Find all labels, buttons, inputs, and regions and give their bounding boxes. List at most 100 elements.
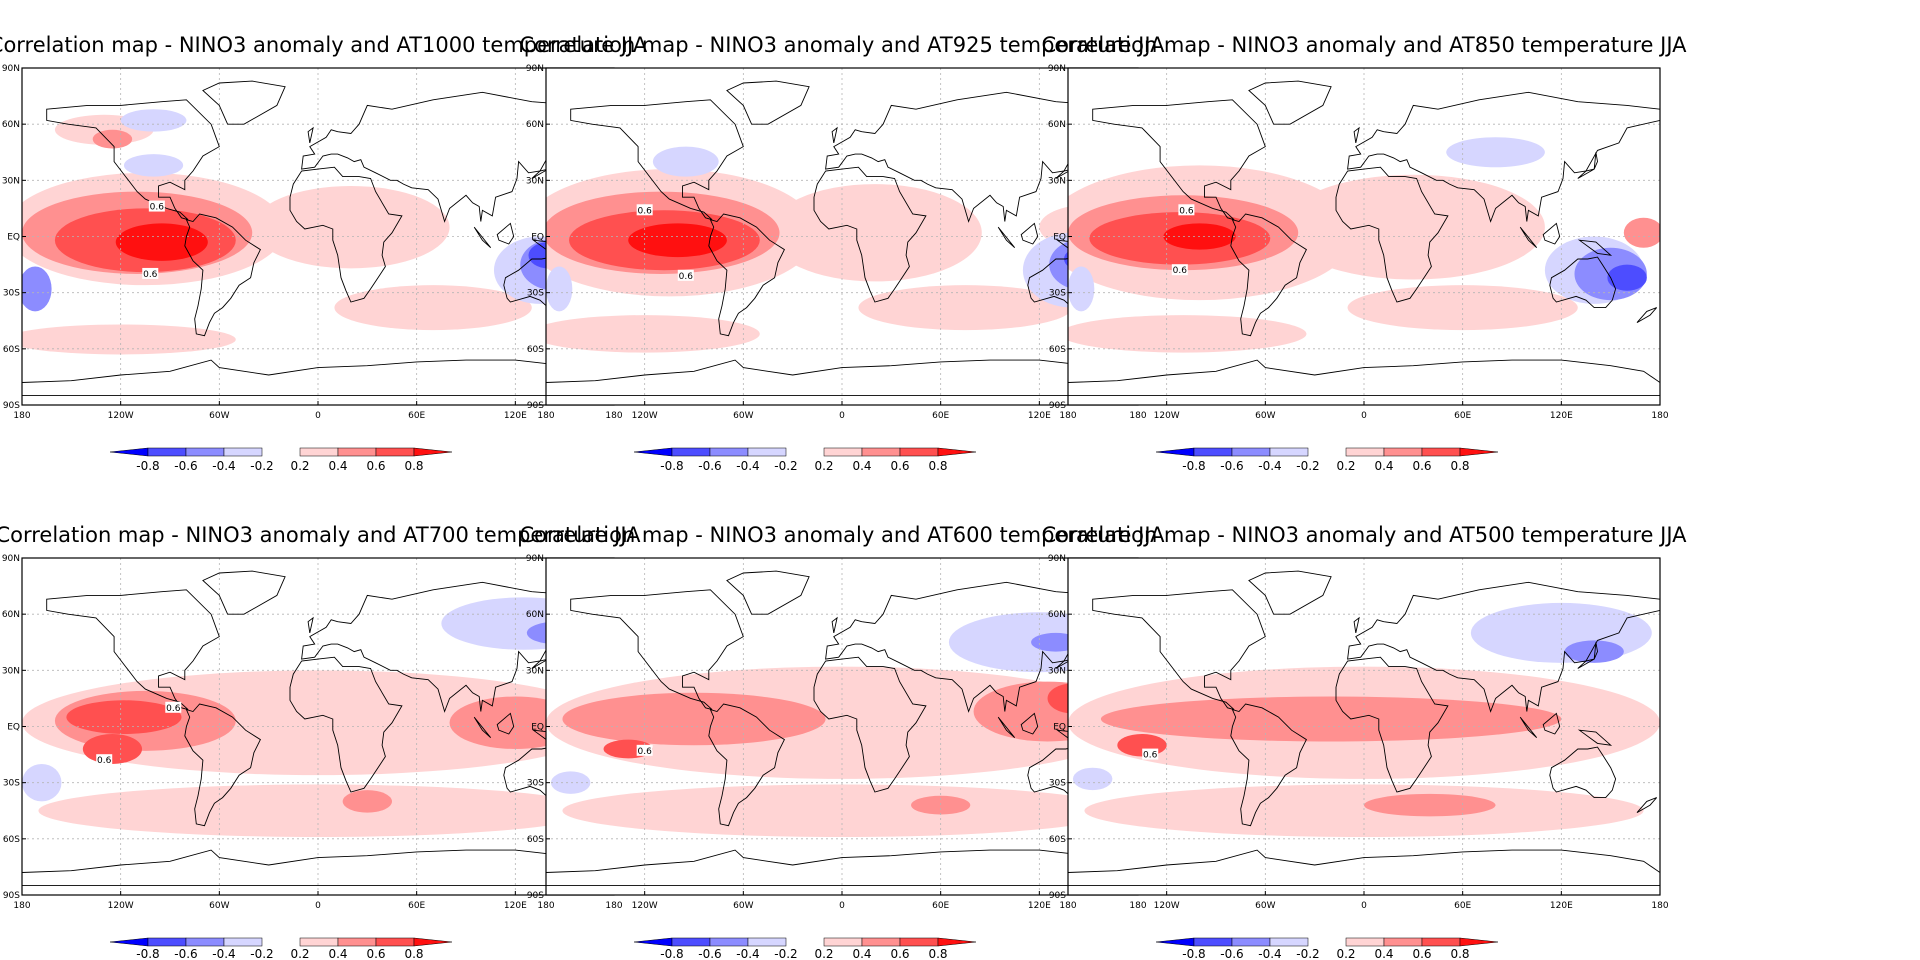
panel-title: Correlation map - NINO3 anomaly and AT10… [0, 33, 648, 57]
coastline [301, 91, 614, 223]
colorbar-segment [899, 937, 939, 947]
colorbar-segment [337, 447, 377, 457]
x-tick-label: 60W [733, 411, 753, 421]
coastline [1248, 570, 1332, 615]
colorbar-arrow-high [413, 447, 453, 457]
grid-lines [546, 68, 1138, 405]
coastline [1347, 91, 1660, 223]
coastline [1577, 152, 1598, 179]
colorbar: -0.8 -0.6 -0.4 -0.2 0.2 0.4 0.6 0.8 [109, 447, 453, 473]
coastline [46, 589, 220, 711]
coastline [546, 849, 1138, 887]
coastline [825, 581, 1138, 713]
y-tick-label: EQ [1053, 723, 1066, 733]
x-tick-label: 60W [733, 901, 753, 911]
x-tick-label: 60E [1454, 901, 1471, 911]
correlation-field: 0.6 0.6 [1068, 68, 1660, 405]
coastline [708, 703, 785, 827]
y-tick-label: 90N [2, 554, 20, 564]
coastline [1577, 642, 1598, 669]
coastline [1068, 359, 1660, 397]
contour-label: 0.6 [638, 747, 653, 757]
correlation-region [858, 285, 1073, 331]
contour-label: 0.6 [638, 206, 653, 216]
correlation-region [115, 223, 208, 261]
colorbar: -0.8 -0.6 -0.4 -0.2 0.2 0.4 0.6 0.8 [633, 447, 977, 473]
contour-label: 0.6 [150, 203, 165, 213]
y-tick-label: 60S [3, 835, 20, 845]
colorbar-segment [1345, 447, 1385, 457]
coastline [22, 849, 614, 887]
coastline [1092, 99, 1266, 221]
coastline [202, 80, 286, 125]
coastline [1353, 616, 1360, 633]
colorbar-segment [709, 937, 749, 947]
colorbar-segment [823, 447, 863, 457]
colorbar-tick-label: 0.2 [290, 947, 309, 960]
colorbar-tick-label: 0.2 [814, 947, 833, 960]
x-tick-label: 180 [537, 411, 554, 421]
x-tick-label: 60W [209, 411, 229, 421]
correlation-region [1623, 217, 1660, 248]
y-tick-label: EQ [531, 233, 544, 243]
colorbar-tick-label: -0.8 [660, 947, 683, 960]
y-tick-label: 60S [1049, 835, 1066, 845]
x-tick-label: 0 [1361, 411, 1367, 421]
correlation-region [911, 795, 971, 815]
correlation-region [1084, 784, 1644, 837]
coastline [726, 80, 810, 125]
colorbar-tick-label: 0.6 [366, 947, 385, 960]
y-tick-label: 60N [2, 610, 20, 620]
x-tick-label: 180 [1129, 901, 1146, 911]
colorbar-tick-label: 0.4 [328, 459, 347, 473]
coastline [202, 570, 286, 615]
correlation-region [334, 285, 532, 331]
colorbar-arrow-high [1459, 447, 1499, 457]
colorbar-segment [223, 937, 263, 947]
correlation-region [546, 266, 573, 312]
x-tick-label: 180 [13, 901, 30, 911]
contour-label: 0.6 [166, 704, 181, 714]
colorbar-segment [337, 937, 377, 947]
correlation-region [546, 315, 760, 353]
x-tick-label: 0 [1361, 901, 1367, 911]
correlation-region [1100, 696, 1562, 742]
colorbar-arrow-low [1155, 937, 1195, 947]
colorbar-segment [1231, 447, 1271, 457]
colorbar-tick-label: 0.8 [404, 947, 423, 960]
colorbar-segment [185, 937, 225, 947]
colorbar-tick-label: -0.6 [698, 947, 721, 960]
colorbar-segment [709, 447, 749, 457]
colorbar-tick-label: -0.8 [1182, 459, 1205, 473]
correlation-region [123, 154, 184, 177]
coastline [1068, 849, 1660, 887]
x-tick-label: 180 [13, 411, 30, 421]
colorbar-tick-label: 0.6 [890, 459, 909, 473]
colorbar-tick-label: -0.4 [736, 947, 759, 960]
colorbar-arrow-low [109, 447, 149, 457]
y-tick-label: 90S [527, 401, 544, 411]
colorbar-tick-label: 0.8 [928, 947, 947, 960]
colorbar-tick-label: -0.6 [174, 947, 197, 960]
x-tick-label: 60E [408, 411, 425, 421]
coastline [1542, 222, 1561, 245]
panel-title: Correlation map - NINO3 anomaly and AT70… [0, 523, 641, 547]
correlation-region [120, 109, 187, 132]
colorbar-tick-label: -0.4 [1258, 947, 1281, 960]
grid-lines [22, 68, 614, 405]
correlation-region [768, 184, 982, 282]
coastline [726, 570, 810, 615]
colorbar-segment [1345, 937, 1385, 947]
coastline [1519, 716, 1538, 739]
correlation-region [1564, 640, 1624, 663]
colorbar-segment [147, 447, 187, 457]
grid-lines [1068, 68, 1660, 405]
y-tick-label: 30N [526, 666, 544, 676]
colorbar-tick-label: -0.8 [136, 947, 159, 960]
colorbar-tick-label: 0.6 [890, 947, 909, 960]
coastline [1353, 126, 1360, 143]
colorbar-tick-label: -0.2 [250, 459, 273, 473]
coastline [1335, 166, 1449, 303]
coastline [1519, 226, 1538, 249]
y-tick-label: 60S [527, 835, 544, 845]
